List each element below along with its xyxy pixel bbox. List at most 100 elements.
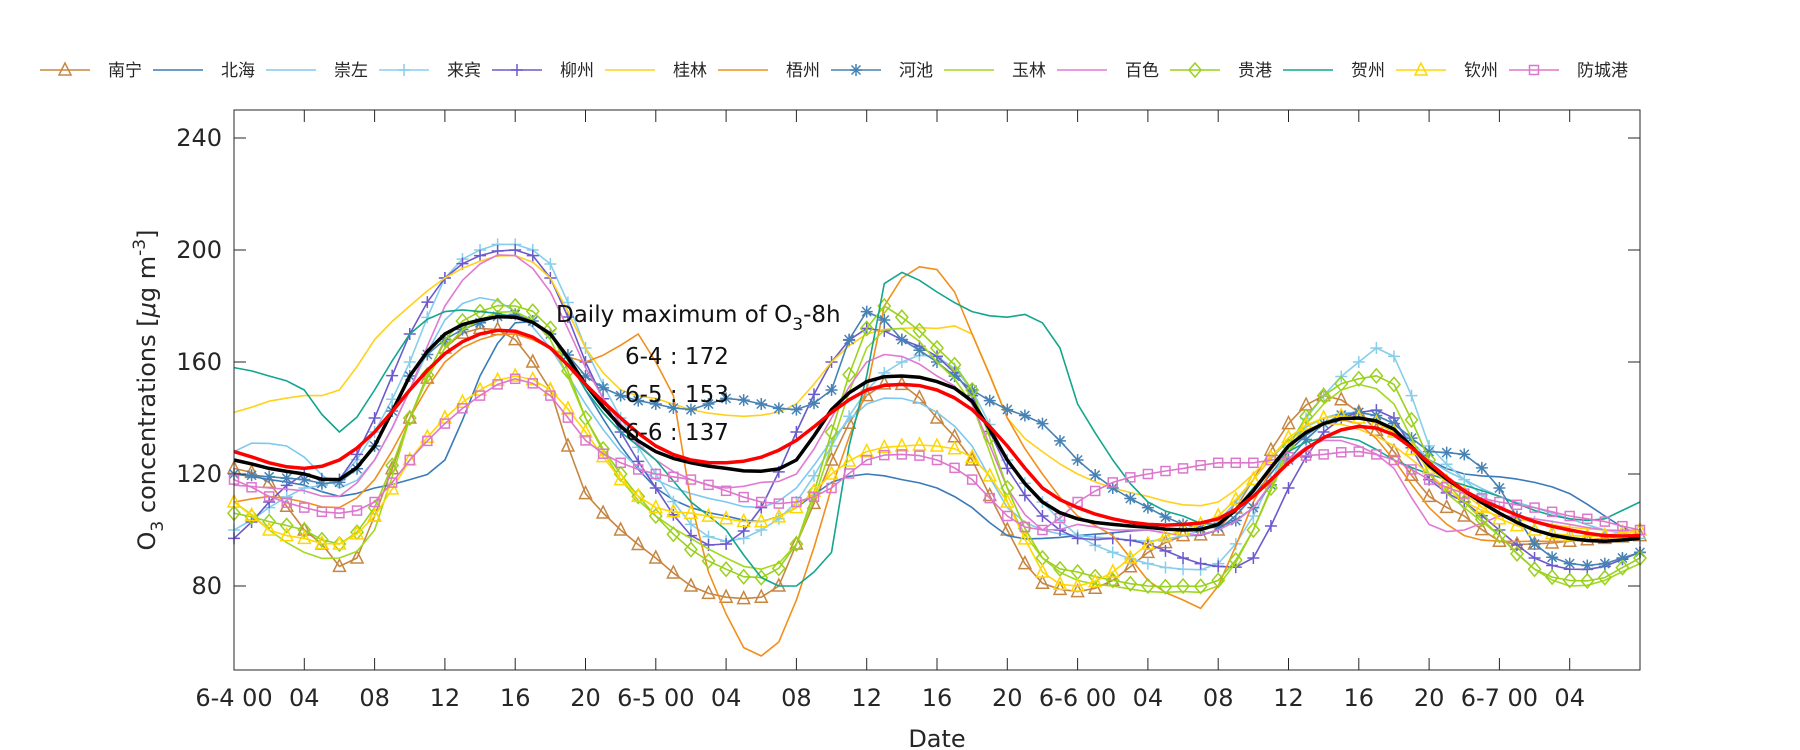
x-tick-label: 20 xyxy=(1414,684,1445,712)
data-point xyxy=(1019,521,1031,533)
data-point xyxy=(1440,446,1453,459)
data-point xyxy=(402,409,417,427)
data-point xyxy=(718,588,734,603)
data-point xyxy=(560,437,576,452)
data-point xyxy=(597,381,610,394)
data-point xyxy=(1458,448,1471,461)
data-point xyxy=(1318,449,1329,460)
data-point xyxy=(913,344,926,357)
data-point xyxy=(1616,552,1629,564)
data-point xyxy=(404,454,415,466)
data-point xyxy=(1492,510,1507,525)
data-point xyxy=(1298,416,1314,431)
legend-marker xyxy=(850,64,862,76)
x-axis-title: Date xyxy=(908,725,965,750)
data-point xyxy=(386,477,398,488)
data-point xyxy=(333,476,346,489)
data-point xyxy=(791,496,802,508)
data-point xyxy=(771,560,786,577)
data-point xyxy=(1125,472,1136,483)
data-point xyxy=(807,469,820,482)
data-point xyxy=(578,423,593,438)
data-point xyxy=(966,474,978,485)
y-tick-label: 120 xyxy=(176,460,222,488)
data-point xyxy=(790,403,803,416)
data-point xyxy=(929,437,945,452)
data-point xyxy=(1228,551,1243,569)
data-point xyxy=(667,508,680,521)
series-path xyxy=(233,296,1641,542)
data-point xyxy=(1123,558,1138,573)
data-point xyxy=(509,244,522,256)
data-point xyxy=(1018,489,1031,502)
data-point xyxy=(860,305,873,318)
data-point xyxy=(263,470,276,483)
data-point xyxy=(1052,580,1068,596)
legend-label: 防城港 xyxy=(1577,61,1628,81)
data-point xyxy=(527,378,539,389)
data-point xyxy=(245,469,258,482)
data-point xyxy=(631,487,646,502)
data-point xyxy=(386,369,399,382)
data-point xyxy=(1036,417,1049,430)
data-point xyxy=(1195,460,1206,471)
data-point xyxy=(1493,482,1506,494)
data-point xyxy=(843,333,856,346)
data-point xyxy=(1247,552,1260,564)
data-point xyxy=(281,497,292,508)
data-point xyxy=(316,506,328,518)
legend-label: 玉林 xyxy=(1012,61,1046,81)
data-point xyxy=(912,436,927,451)
data-point xyxy=(683,504,699,519)
data-point xyxy=(1088,568,1103,585)
data-point xyxy=(685,474,697,485)
data-point xyxy=(246,482,257,493)
data-point xyxy=(1035,563,1050,578)
data-point xyxy=(1580,572,1595,590)
data-point xyxy=(701,584,716,600)
data-point xyxy=(1087,572,1103,588)
data-point xyxy=(455,393,470,408)
legend-item: 百色 xyxy=(1057,61,1159,81)
legend-item: 来宾 xyxy=(379,61,481,81)
data-point xyxy=(1353,446,1365,457)
data-point xyxy=(1474,511,1489,528)
data-point xyxy=(948,370,961,383)
x-tick-label: 16 xyxy=(500,684,531,712)
data-point xyxy=(525,353,540,368)
data-point xyxy=(718,510,734,525)
data-point xyxy=(368,412,381,424)
data-point xyxy=(1105,563,1120,578)
data-point xyxy=(649,482,662,494)
data-point xyxy=(1212,560,1225,573)
data-point xyxy=(877,375,892,390)
x-tick-label: 04 xyxy=(289,684,320,712)
data-point xyxy=(1387,350,1400,363)
legend-marker xyxy=(57,61,73,76)
x-tick-label: 04 xyxy=(1554,684,1585,712)
data-point xyxy=(631,535,646,551)
data-point xyxy=(1193,578,1208,595)
legend-item: 钦州 xyxy=(1396,61,1498,81)
data-point xyxy=(914,450,925,461)
data-point xyxy=(1211,572,1226,589)
data-point xyxy=(562,412,574,423)
series-path xyxy=(233,271,1641,587)
data-point xyxy=(631,488,646,505)
data-point xyxy=(525,303,540,320)
data-point xyxy=(1529,502,1540,513)
data-point xyxy=(756,496,767,508)
data-point xyxy=(509,308,522,321)
legend-label: 贺州 xyxy=(1351,61,1385,81)
data-point xyxy=(298,473,311,486)
data-point xyxy=(1141,557,1154,570)
data-point xyxy=(1598,557,1611,570)
data-point xyxy=(1124,492,1137,505)
data-point xyxy=(280,472,293,485)
legend-marker xyxy=(511,64,523,76)
data-point xyxy=(315,477,328,490)
x-tick-label: 6-5 00 xyxy=(617,684,694,712)
data-point xyxy=(297,521,312,539)
